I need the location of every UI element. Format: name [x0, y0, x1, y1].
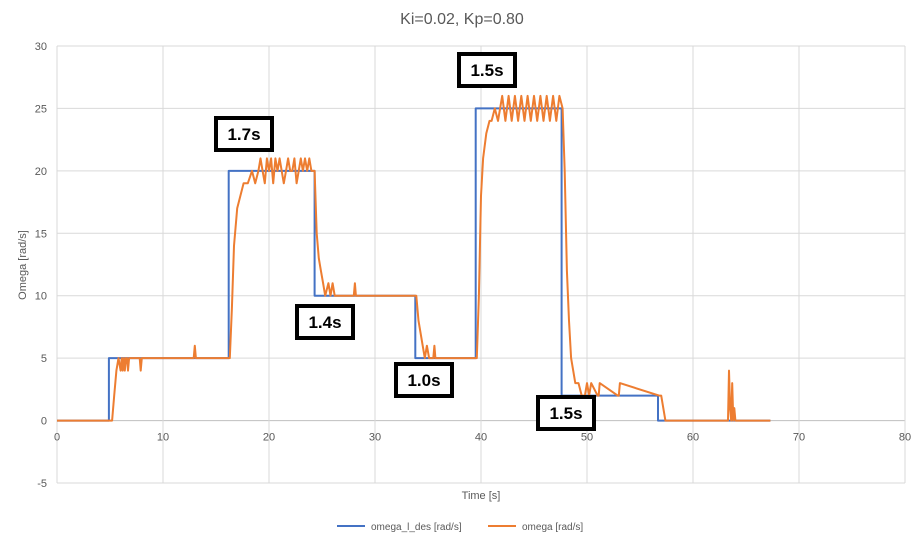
annotation-box: [536, 395, 596, 431]
y-tick-label: 10: [35, 291, 47, 303]
legend: omega_l_des [rad/s] omega [rad/s]: [337, 522, 583, 533]
x-tick-label: 50: [581, 432, 593, 444]
y-tick-label: 30: [35, 41, 47, 53]
annotation-box: [394, 362, 454, 398]
y-tick-label: 25: [35, 103, 47, 115]
y-tick-label: -5: [37, 478, 47, 490]
annotation-label: 1.5s: [470, 61, 503, 80]
x-tick-label: 80: [899, 432, 911, 444]
y-tick-label: 5: [41, 353, 47, 365]
chart-title: Ki=0.02, Kp=0.80: [400, 11, 524, 28]
x-tick-label: 30: [369, 432, 381, 444]
x-tick-label: 10: [157, 432, 169, 444]
x-tick-label: 60: [687, 432, 699, 444]
annotation-label: 1.0s: [407, 371, 440, 390]
annotation-box: [457, 52, 517, 88]
series-line-2: [57, 94, 771, 422]
x-tick-label: 0: [54, 432, 60, 444]
y-axis-label: Omega [rad/s]: [17, 230, 29, 300]
annotations: 1.7s 1.4s 1.0s 1.5s 1.5s: [214, 52, 596, 431]
annotation-label: 1.7s: [227, 125, 260, 144]
annotation-label: 1.5s: [549, 404, 582, 423]
x-axis-label: Time [s]: [462, 490, 501, 502]
x-tick-label: 20: [263, 432, 275, 444]
y-tick-label: 20: [35, 166, 47, 178]
series-lines: [57, 94, 771, 422]
y-tick-labels: -5 0 5 10 15 20 25 30: [35, 41, 47, 490]
annotation-box: [295, 304, 355, 340]
y-tick-label: 0: [41, 416, 47, 428]
gridlines: [56, 45, 906, 484]
annotation-box: [214, 116, 274, 152]
y-tick-label: 15: [35, 228, 47, 240]
x-tick-label: 70: [793, 432, 805, 444]
x-tick-label: 40: [475, 432, 487, 444]
legend-label: omega_l_des [rad/s]: [371, 522, 462, 533]
x-tick-labels: 0 10 20 30 40 50 60 70 80: [54, 432, 911, 444]
annotation-label: 1.4s: [308, 313, 341, 332]
legend-label: omega [rad/s]: [522, 522, 583, 533]
